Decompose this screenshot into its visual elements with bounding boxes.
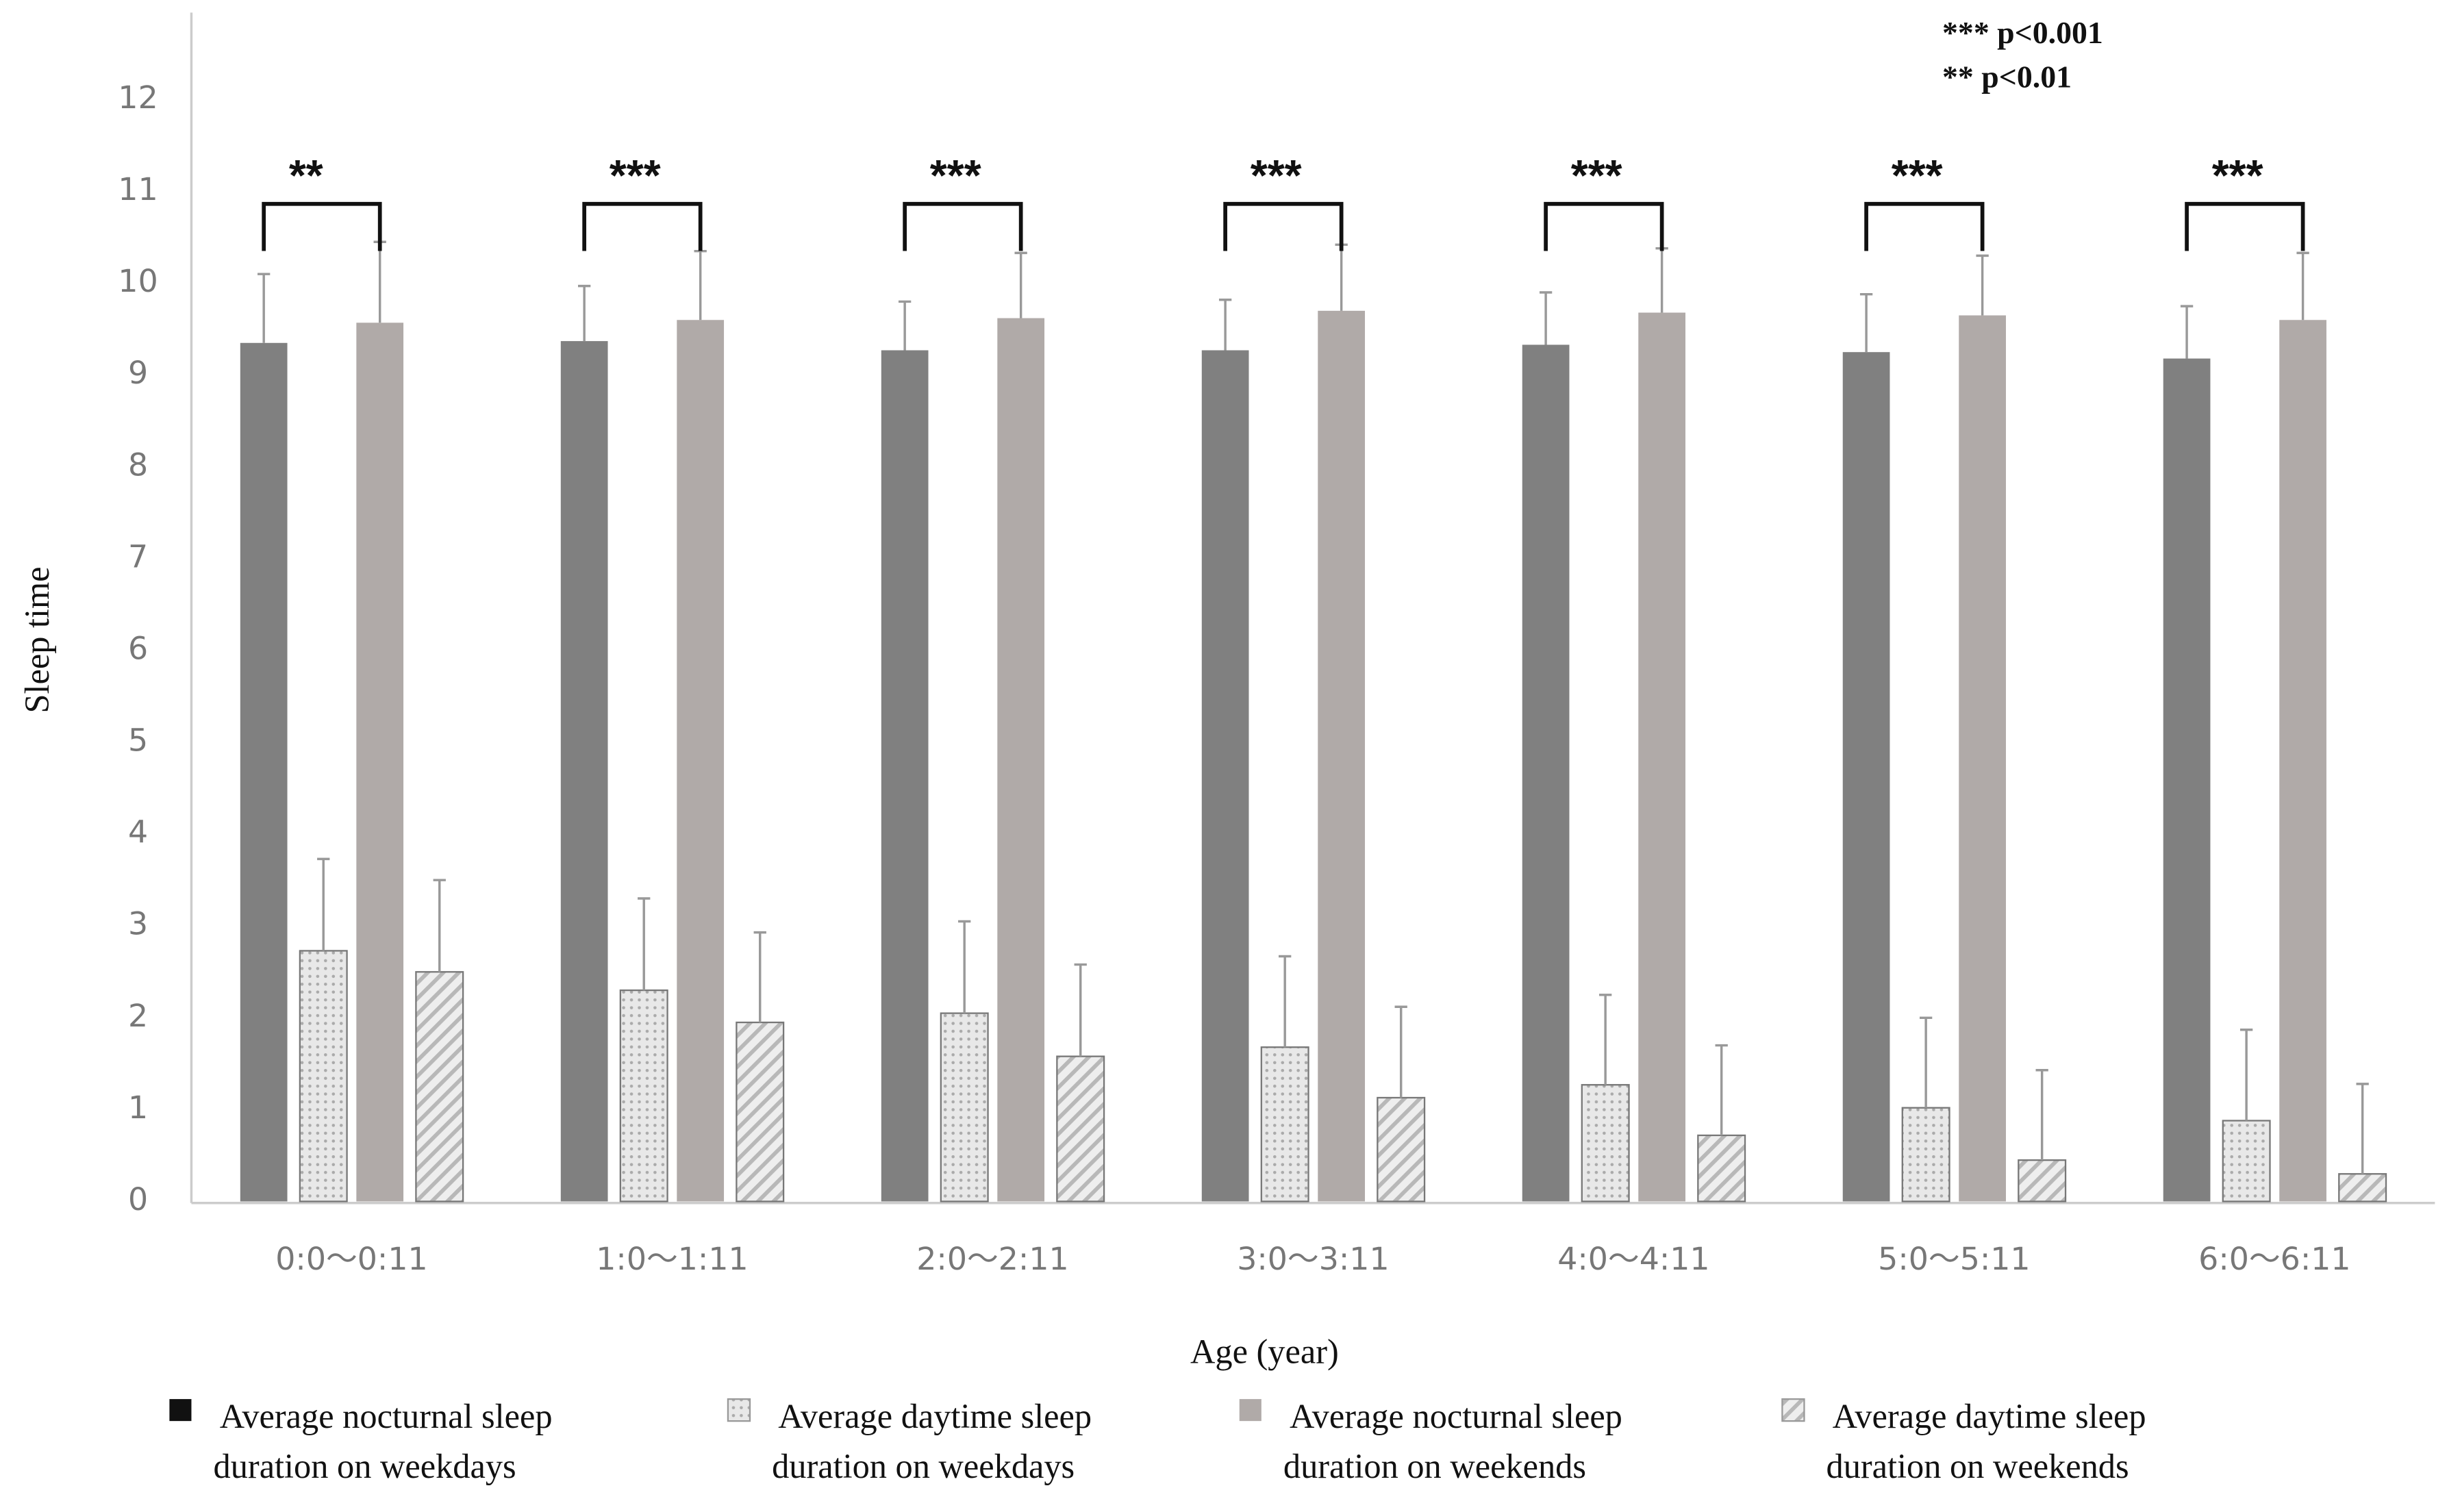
bar <box>2222 1120 2271 1202</box>
bar <box>2163 358 2211 1202</box>
legend-line: duration on weekdays <box>214 1447 516 1485</box>
bar <box>415 971 464 1202</box>
bar <box>1377 1096 1426 1202</box>
note: ** p<0.01 <box>1942 59 2072 94</box>
note: *** p<0.001 <box>1942 15 2103 50</box>
significance-label: ** <box>289 151 323 200</box>
bar <box>2018 1159 2067 1202</box>
legend-line: Average nocturnal sleep <box>220 1396 553 1435</box>
bar <box>1697 1134 1746 1202</box>
significance-label: *** <box>610 151 661 200</box>
significance-label: *** <box>1892 151 1943 200</box>
significance-bracket <box>1223 201 1344 251</box>
legend-line: duration on weekends <box>1283 1447 1586 1485</box>
legend-line: Average nocturnal sleep <box>1290 1396 1622 1435</box>
legend-line: duration on weekends <box>1827 1447 2129 1485</box>
bar <box>299 950 348 1202</box>
legend-label: Average daytime sleep duration on weekday… <box>772 1396 1092 1485</box>
bar <box>677 320 725 1202</box>
bar <box>1260 1046 1309 1202</box>
significance-label: *** <box>1251 151 1302 200</box>
bar <box>240 342 288 1202</box>
legend-swatch <box>169 1399 192 1422</box>
legend-label: Average nocturnal sleep duration on weeke… <box>1283 1396 1622 1485</box>
y-tick-label: 11 <box>118 171 158 207</box>
x-tick-label: 0:0～0:11 <box>275 1240 427 1277</box>
bar <box>881 350 929 1202</box>
y-tick-label: 0 <box>128 1181 148 1218</box>
y-tick-label: 6 <box>128 629 148 666</box>
y-tick-label: 12 <box>118 79 158 116</box>
bar <box>1901 1107 1950 1202</box>
legend-label: Average daytime sleep duration on weekend… <box>1827 1396 2146 1485</box>
y-tick-label: 5 <box>128 722 148 759</box>
y-tick-label: 8 <box>128 446 148 483</box>
bar <box>560 341 608 1202</box>
significance-label: *** <box>930 151 981 200</box>
bar <box>619 989 668 1202</box>
legend-line: duration on weekdays <box>772 1447 1075 1485</box>
bar <box>2338 1173 2387 1202</box>
significance-bracket <box>2185 201 2305 251</box>
x-tick-label: 6:0～6:11 <box>2198 1240 2350 1277</box>
significance-label: *** <box>1571 151 1622 200</box>
y-tick-label: 1 <box>128 1089 148 1126</box>
y-tick-label: 10 <box>118 262 158 299</box>
bar <box>940 1012 989 1202</box>
y-tick-label: 3 <box>128 905 148 942</box>
legend-label: Average nocturnal sleep duration on weekd… <box>214 1396 553 1485</box>
significance-label: *** <box>2212 151 2263 200</box>
significance-bracket <box>262 201 382 251</box>
significance-bracket <box>582 201 703 251</box>
y-tick-label: 9 <box>128 354 148 391</box>
x-tick-label: 3:0～3:11 <box>1237 1240 1389 1277</box>
y-axis-title: Sleep time <box>18 566 56 713</box>
bar <box>1638 312 1685 1202</box>
significance-bracket <box>903 201 1023 251</box>
significance-bracket <box>1544 201 1664 251</box>
y-tick-label: 4 <box>128 814 148 850</box>
significance-bracket <box>1864 201 1985 251</box>
bar <box>736 1021 785 1202</box>
x-tick-label: 1:0～1:11 <box>596 1240 748 1277</box>
x-axis-title: Age (year) <box>1190 1333 1339 1371</box>
y-tick-label: 2 <box>128 997 148 1034</box>
bar <box>997 318 1045 1202</box>
bar <box>1581 1084 1630 1202</box>
bar <box>1201 350 1249 1202</box>
x-tick-label: 2:0～2:11 <box>916 1240 1068 1277</box>
y-tick-label: 7 <box>128 538 148 575</box>
bar <box>2279 320 2326 1202</box>
bar <box>1318 310 1366 1202</box>
x-tick-label: 5:0～5:11 <box>1878 1240 2030 1277</box>
legend-swatch <box>1781 1398 1805 1422</box>
legend-swatch <box>1239 1399 1262 1422</box>
legend-swatch <box>727 1398 751 1422</box>
bar <box>1522 344 1570 1202</box>
x-tick-label: 4:0～4:11 <box>1557 1240 1709 1277</box>
legend-line: Average daytime sleep <box>778 1396 1092 1435</box>
bar <box>1842 352 1890 1202</box>
bar <box>356 323 404 1202</box>
bar <box>1056 1055 1105 1202</box>
legend-line: Average daytime sleep <box>1833 1396 2146 1435</box>
bar <box>1959 315 2006 1202</box>
